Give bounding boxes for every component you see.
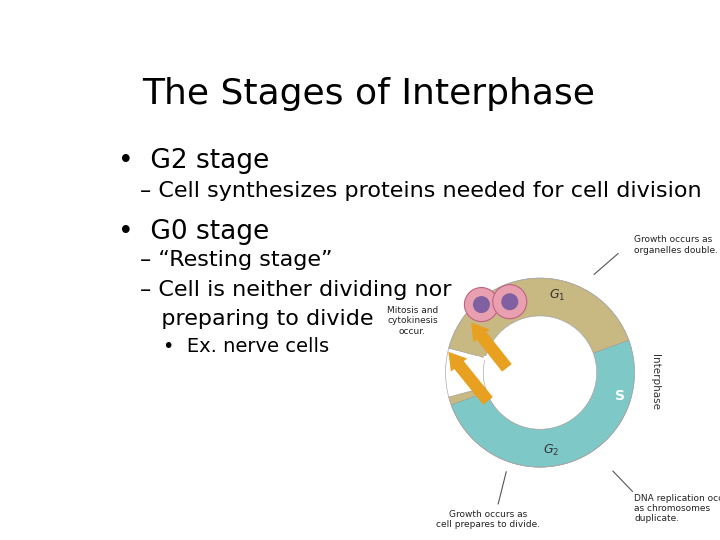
- FancyArrow shape: [471, 322, 512, 372]
- Circle shape: [492, 285, 527, 319]
- Text: $G_2$: $G_2$: [543, 443, 559, 457]
- Text: •  G2 stage: • G2 stage: [118, 148, 269, 174]
- Circle shape: [483, 316, 597, 429]
- Text: Interphase: Interphase: [650, 354, 660, 410]
- Text: preparing to divide: preparing to divide: [140, 309, 374, 329]
- Text: •  Ex. nerve cells: • Ex. nerve cells: [163, 337, 328, 356]
- Circle shape: [501, 293, 518, 310]
- Wedge shape: [451, 340, 634, 467]
- Text: Growth occurs as
organelles double.: Growth occurs as organelles double.: [634, 235, 719, 255]
- Circle shape: [464, 287, 498, 321]
- Text: S: S: [616, 389, 626, 403]
- Text: $G_1$: $G_1$: [549, 288, 565, 302]
- Text: – Cell synthesizes proteins needed for cell division: – Cell synthesizes proteins needed for c…: [140, 181, 702, 201]
- Wedge shape: [449, 387, 631, 467]
- Circle shape: [473, 296, 490, 313]
- Text: Growth occurs as
cell prepares to divide.: Growth occurs as cell prepares to divide…: [436, 510, 540, 529]
- FancyArrow shape: [449, 352, 492, 405]
- Wedge shape: [449, 278, 631, 358]
- Text: M: M: [474, 356, 489, 370]
- Text: – Cell is neither dividing nor: – Cell is neither dividing nor: [140, 280, 451, 300]
- Text: – “Resting stage”: – “Resting stage”: [140, 250, 333, 270]
- Text: The Stages of Interphase: The Stages of Interphase: [143, 77, 595, 111]
- Text: Mitosis and
cytokinesis
occur.: Mitosis and cytokinesis occur.: [387, 306, 438, 335]
- Text: DNA replication occurs
as chromosomes
duplicate.: DNA replication occurs as chromosomes du…: [634, 494, 720, 523]
- Text: •  G0 stage: • G0 stage: [118, 219, 269, 245]
